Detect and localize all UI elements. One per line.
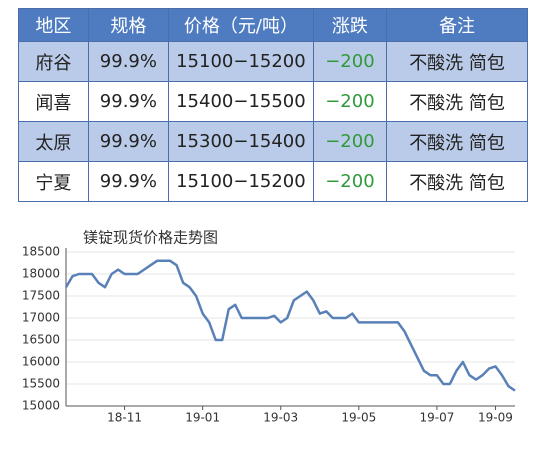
x-tick-label: 19-01 — [185, 411, 220, 425]
table-row: 太原 99.9% 15300−15400 −200 不酸洗 简包 — [18, 121, 528, 162]
x-tick-label: 19-07 — [419, 411, 454, 425]
table-cell: 15400−15500 — [168, 81, 314, 122]
table-cell: 15100−15200 — [168, 161, 314, 202]
line — [64, 259, 516, 392]
y-tick-label: 17500 — [22, 289, 60, 303]
table-cell: 99.9% — [87, 121, 170, 162]
table-row: 宁夏 99.9% 15100−15200 −200 不酸洗 简包 — [18, 161, 528, 202]
table-cell: 太原 — [18, 121, 89, 162]
y-tick-label: 18000 — [22, 267, 60, 281]
header-cell: 规格 — [87, 8, 170, 42]
header-cell: 备注 — [386, 8, 528, 42]
header-cell: 价格（元/吨） — [168, 8, 314, 42]
table-cell: 府谷 — [18, 41, 89, 82]
chart: 镁锭现货价格走势图 15000 15500 16000 16500 17000 17500… — [22, 229, 516, 425]
chart-title: 镁锭现货价格走势图 — [83, 229, 218, 247]
table-cell: 99.9% — [87, 81, 170, 122]
table-cell: 99.9% — [87, 161, 170, 202]
y-tick-label: 15500 — [22, 377, 60, 391]
table-cell: 不酸洗 简包 — [386, 161, 528, 202]
table-cell: 不酸洗 简包 — [386, 81, 528, 122]
y-tick-label: 16000 — [22, 355, 60, 369]
x-tick-label: 19-09 — [478, 411, 513, 425]
table-cell: 闻喜 — [18, 81, 89, 122]
y-tick-label: 16500 — [22, 333, 60, 347]
x-tick-label: 19-05 — [341, 411, 376, 425]
price-table: 地区 规格 价格（元/吨） 涨跌 备注 府谷 99.9% 15100−15200 −200 不酸洗… — [18, 8, 528, 202]
y-tick-label: 15000 — [22, 399, 60, 413]
x-tick-label: 19-03 — [263, 411, 298, 425]
table-cell: −200 — [312, 121, 388, 162]
header-cell: 地区 — [18, 8, 89, 42]
table-cell: −200 — [312, 81, 388, 122]
table-cell: −200 — [312, 161, 388, 202]
table-cell: −200 — [312, 41, 388, 82]
table-cell: 15100−15200 — [168, 41, 314, 82]
header-row: 地区 规格 价格（元/吨） 涨跌 备注 — [18, 8, 528, 42]
table-cell: 不酸洗 简包 — [386, 41, 528, 82]
table-row: 府谷 99.9% 15100−15200 −200 不酸洗 简包 — [18, 41, 528, 82]
y-tick-label: 17000 — [22, 311, 60, 325]
x-tick-label: 18-11 — [107, 411, 142, 425]
table-cell: 宁夏 — [18, 161, 89, 202]
y-tick-label: 18500 — [22, 245, 60, 259]
table-cell: 99.9% — [87, 41, 170, 82]
table-row: 闻喜 99.9% 15400−15500 −200 不酸洗 简包 — [18, 81, 528, 122]
table-cell: 不酸洗 简包 — [386, 121, 528, 162]
header-cell: 涨跌 — [312, 8, 388, 42]
table-cell: 15300−15400 — [168, 121, 314, 162]
